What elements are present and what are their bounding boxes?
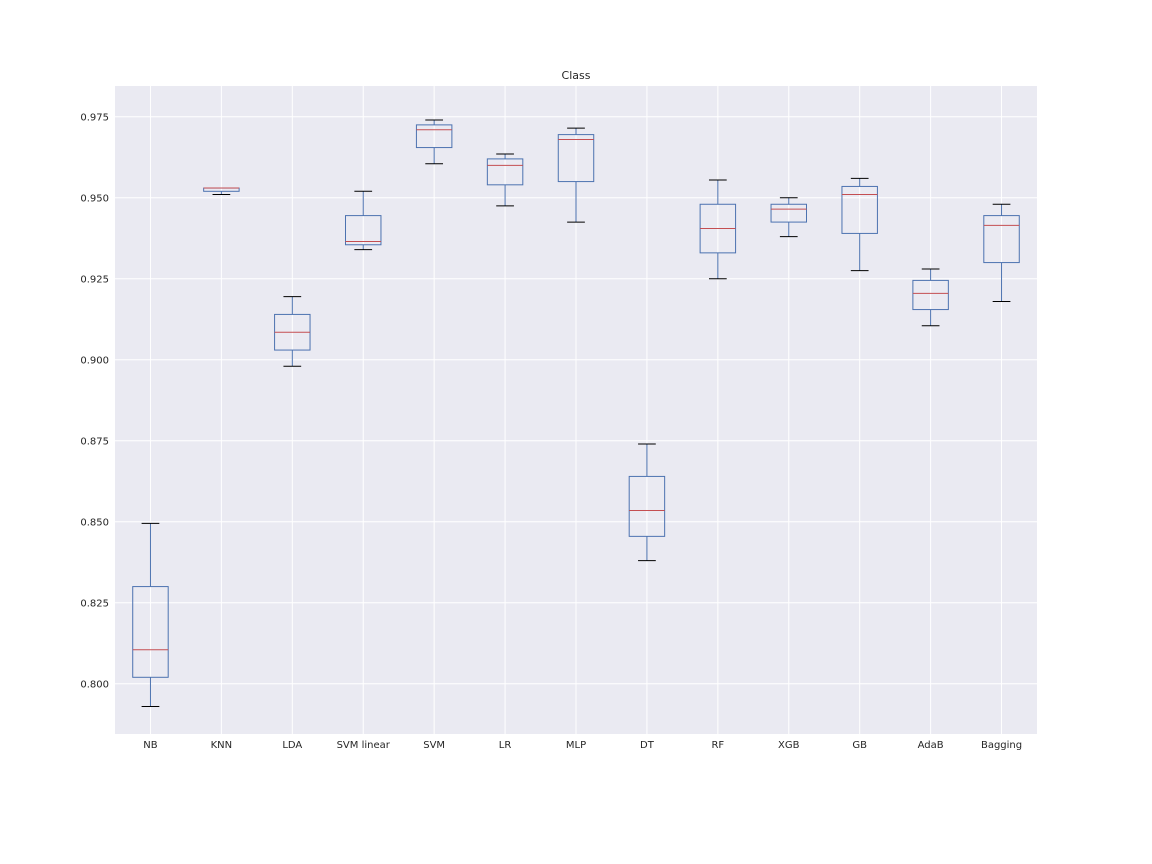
x-tick-label: XGB: [778, 740, 800, 751]
boxes: [132, 119, 1020, 707]
box-rf: [699, 179, 737, 280]
box-svm: [415, 119, 453, 165]
y-tick-label: 0.875: [80, 436, 109, 447]
box-iqr: [912, 279, 949, 311]
box-iqr: [841, 185, 878, 234]
x-axis: NB KNN LDA SVM linear SVM LR MLP DT RF XGB GB AdaB B…: [143, 740, 1022, 751]
box-iqr: [132, 586, 169, 678]
box-iqr: [983, 215, 1020, 264]
box-gb: [841, 177, 878, 272]
y-tick-label: 0.950: [80, 193, 109, 204]
box-iqr: [628, 475, 666, 537]
box-dt: [628, 443, 666, 562]
y-tick-label: 0.825: [80, 598, 109, 609]
x-tick-label: LR: [499, 740, 512, 751]
y-tick-label: 0.850: [80, 517, 109, 528]
x-tick-label: MLP: [566, 740, 586, 751]
x-tick-label: GB: [852, 740, 867, 751]
x-tick-label: LDA: [282, 740, 302, 751]
box-svm-linear: [345, 190, 382, 251]
x-tick-label: Bagging: [981, 740, 1022, 751]
y-axis: 0.800 0.825 0.850 0.875 0.900 0.925 0.950 0.975: [80, 112, 109, 690]
box-knn: [203, 187, 240, 196]
box-iqr: [345, 215, 382, 246]
x-tick-label: NB: [143, 740, 157, 751]
x-tick-label: RF: [711, 740, 724, 751]
box-lr: [486, 153, 524, 207]
y-tick-label: 0.925: [80, 274, 109, 285]
box-mlp: [557, 127, 595, 223]
box-iqr: [486, 158, 524, 186]
y-tick-label: 0.975: [80, 112, 109, 123]
x-tick-label: SVM: [423, 740, 445, 751]
grid-lines: [115, 86, 1037, 734]
box-adab: [912, 268, 949, 327]
box-iqr: [557, 134, 595, 183]
box-iqr: [415, 124, 453, 149]
box-bagging: [983, 203, 1020, 302]
box-xgb: [770, 197, 807, 238]
y-tick-label: 0.900: [80, 355, 109, 366]
box-lda: [274, 296, 311, 367]
chart-title: Class: [562, 69, 591, 82]
x-tick-label: SVM linear: [337, 740, 391, 751]
x-tick-label: DT: [640, 740, 655, 751]
x-tick-label: AdaB: [918, 740, 944, 751]
y-tick-label: 0.800: [80, 679, 109, 690]
x-tick-label: KNN: [211, 740, 233, 751]
box-nb: [132, 522, 169, 707]
box-iqr: [770, 203, 807, 223]
